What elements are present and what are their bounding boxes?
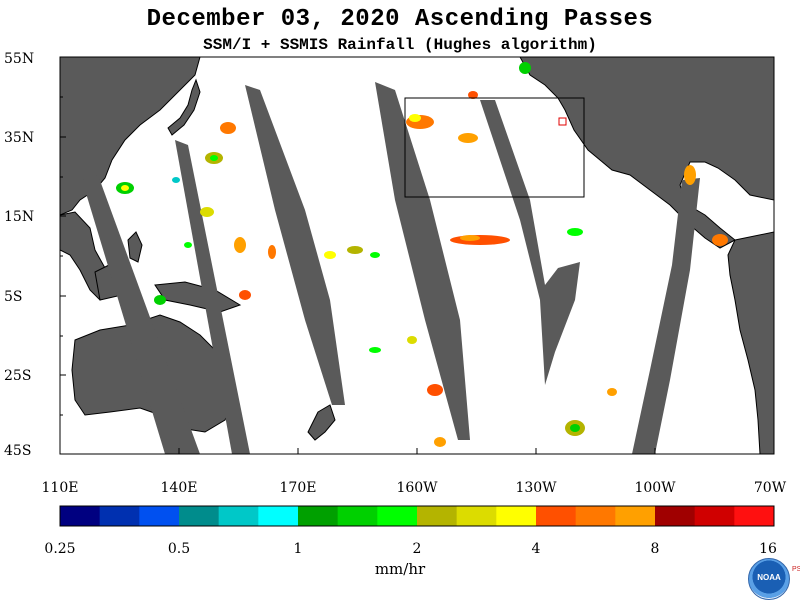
colorbar-tick-label: 16 [759, 541, 777, 557]
psl-mark: PSL [792, 566, 800, 573]
rain-blob [172, 177, 180, 183]
colorbar-swatch [218, 506, 259, 526]
rain-blob [460, 235, 480, 241]
rain-blob [427, 384, 443, 396]
colorbar-tick-label: 2 [412, 541, 422, 557]
rain-blob [458, 133, 478, 143]
rain-blob [370, 252, 380, 258]
rain-blob [268, 245, 276, 259]
colorbar-swatch [655, 506, 696, 526]
rain-blob [184, 242, 192, 248]
swath-gap-5 [480, 100, 580, 385]
land-south-america [727, 231, 774, 454]
colorbar-swatch [337, 506, 378, 526]
rain-blob [409, 114, 421, 122]
colorbar-frame [59, 505, 775, 527]
colorbar [59, 505, 775, 527]
rain-blob [570, 424, 580, 432]
swath-gap-4 [375, 82, 470, 440]
colorbar-swatch [258, 506, 299, 526]
swath-gap-6 [632, 178, 700, 454]
colorbar-swatch [298, 506, 339, 526]
noaa-logo[interactable]: NOAA [748, 558, 790, 600]
colorbar-swatch [734, 506, 775, 526]
rain-blob [407, 336, 417, 344]
colorbar-swatch [60, 506, 101, 526]
land-new-zealand [307, 404, 336, 441]
lat-label: 25S [4, 368, 32, 384]
lon-label: 130W [515, 480, 557, 496]
colorbar-swatch [417, 506, 458, 526]
colorbar-swatch [179, 506, 220, 526]
rain-blob [450, 235, 510, 245]
colorbar-swatch [377, 506, 418, 526]
station-marker [558, 117, 567, 126]
rain-blob [684, 165, 696, 185]
colorbar-tick-label: 8 [650, 541, 660, 557]
map-subtitle: SSM/I + SSMIS Rainfall (Hughes algorithm… [203, 36, 597, 54]
rain-blob [324, 251, 336, 259]
lat-label: 35N [4, 130, 35, 146]
land-philippines [127, 231, 143, 263]
rain-blob [234, 237, 246, 253]
lon-label: 170E [279, 480, 317, 496]
lat-label: 15N [4, 209, 35, 225]
land-asia [60, 57, 201, 216]
rain-blob [239, 290, 251, 300]
rain-blob [434, 437, 446, 447]
map-title: December 03, 2020 Ascending Passes [146, 6, 654, 33]
colorbar-swatch [456, 506, 497, 526]
swath-gap-2 [175, 140, 250, 454]
rain-blob [468, 91, 478, 99]
colorbar-swatch [536, 506, 577, 526]
rain-blob [347, 246, 363, 254]
lon-label: 140E [160, 480, 198, 496]
lon-label: 100W [634, 480, 676, 496]
noaa-logo-text: NOAA [757, 573, 781, 582]
colorbar-tick-label: 0.5 [167, 541, 191, 557]
lat-label: 45S [4, 443, 32, 459]
lon-label: 110E [41, 480, 79, 496]
rain-blob [607, 388, 617, 396]
colorbar-swatch [496, 506, 537, 526]
rain-blob [154, 295, 166, 305]
colorbar-units: mm/hr [374, 560, 426, 578]
rain-blob [200, 207, 214, 217]
rain-blob [712, 234, 728, 246]
colorbar-swatch [575, 506, 616, 526]
colorbar-swatch [615, 506, 656, 526]
region-box [404, 97, 585, 198]
colorbar-swatch [694, 506, 735, 526]
rain-blob [220, 122, 236, 134]
lat-label: 5S [4, 289, 23, 305]
colorbar-tick-label: 4 [531, 541, 541, 557]
lat-label: 55N [4, 51, 35, 67]
colorbar-swatch [139, 506, 180, 526]
land-japan [167, 78, 201, 136]
rain-blob [210, 155, 218, 161]
rain-blob [369, 347, 381, 353]
lon-label: 160W [396, 480, 438, 496]
swath-gap-3 [245, 85, 345, 405]
rain-blob [567, 228, 583, 236]
lon-label: 70W [753, 480, 787, 496]
colorbar-tick-label: 1 [293, 541, 303, 557]
rain-blob [121, 185, 129, 191]
swath-gap-1 [82, 175, 200, 454]
colorbar-tick-label: 0.25 [44, 541, 76, 557]
rain-blob [519, 62, 531, 74]
colorbar-swatch [99, 506, 140, 526]
